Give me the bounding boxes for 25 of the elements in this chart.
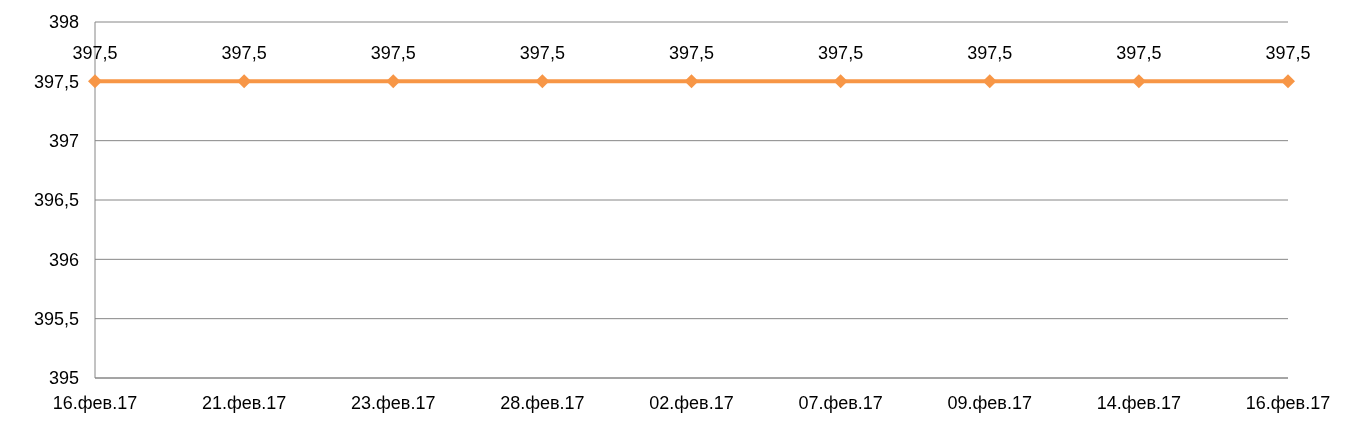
x-tick-label: 09.фев.17 (947, 392, 1032, 413)
data-label: 397,5 (1116, 43, 1162, 64)
y-tick-label: 397,5 (33, 71, 79, 92)
y-tick-label: 396 (48, 249, 79, 270)
y-tick-label: 395,5 (33, 309, 79, 330)
data-label: 397,5 (519, 43, 565, 64)
data-label: 397,5 (818, 43, 864, 64)
x-tick-label: 21.фев.17 (201, 392, 287, 413)
x-tick-label: 02.фев.17 (649, 392, 734, 413)
data-label: 397,5 (72, 43, 118, 64)
x-tick-label: 16.фев.17 (52, 392, 138, 413)
data-label: 397,5 (221, 43, 267, 64)
y-tick-label: 398 (48, 12, 79, 33)
x-tick-label: 28.фев.17 (500, 392, 585, 413)
y-tick-label: 395 (48, 368, 79, 389)
data-label: 397,5 (967, 43, 1013, 64)
x-tick-label: 14.фев.17 (1096, 392, 1182, 413)
y-tick-label: 396,5 (33, 190, 79, 211)
y-tick-label: 397 (48, 131, 79, 152)
data-label: 397,5 (370, 43, 416, 64)
x-tick-label: 07.фев.17 (798, 392, 883, 413)
x-tick-label: 23.фев.17 (351, 392, 436, 413)
x-tick-label: 16.фев.17 (1245, 392, 1331, 413)
data-label: 397,5 (668, 43, 715, 64)
data-label: 397,5 (1265, 43, 1311, 64)
